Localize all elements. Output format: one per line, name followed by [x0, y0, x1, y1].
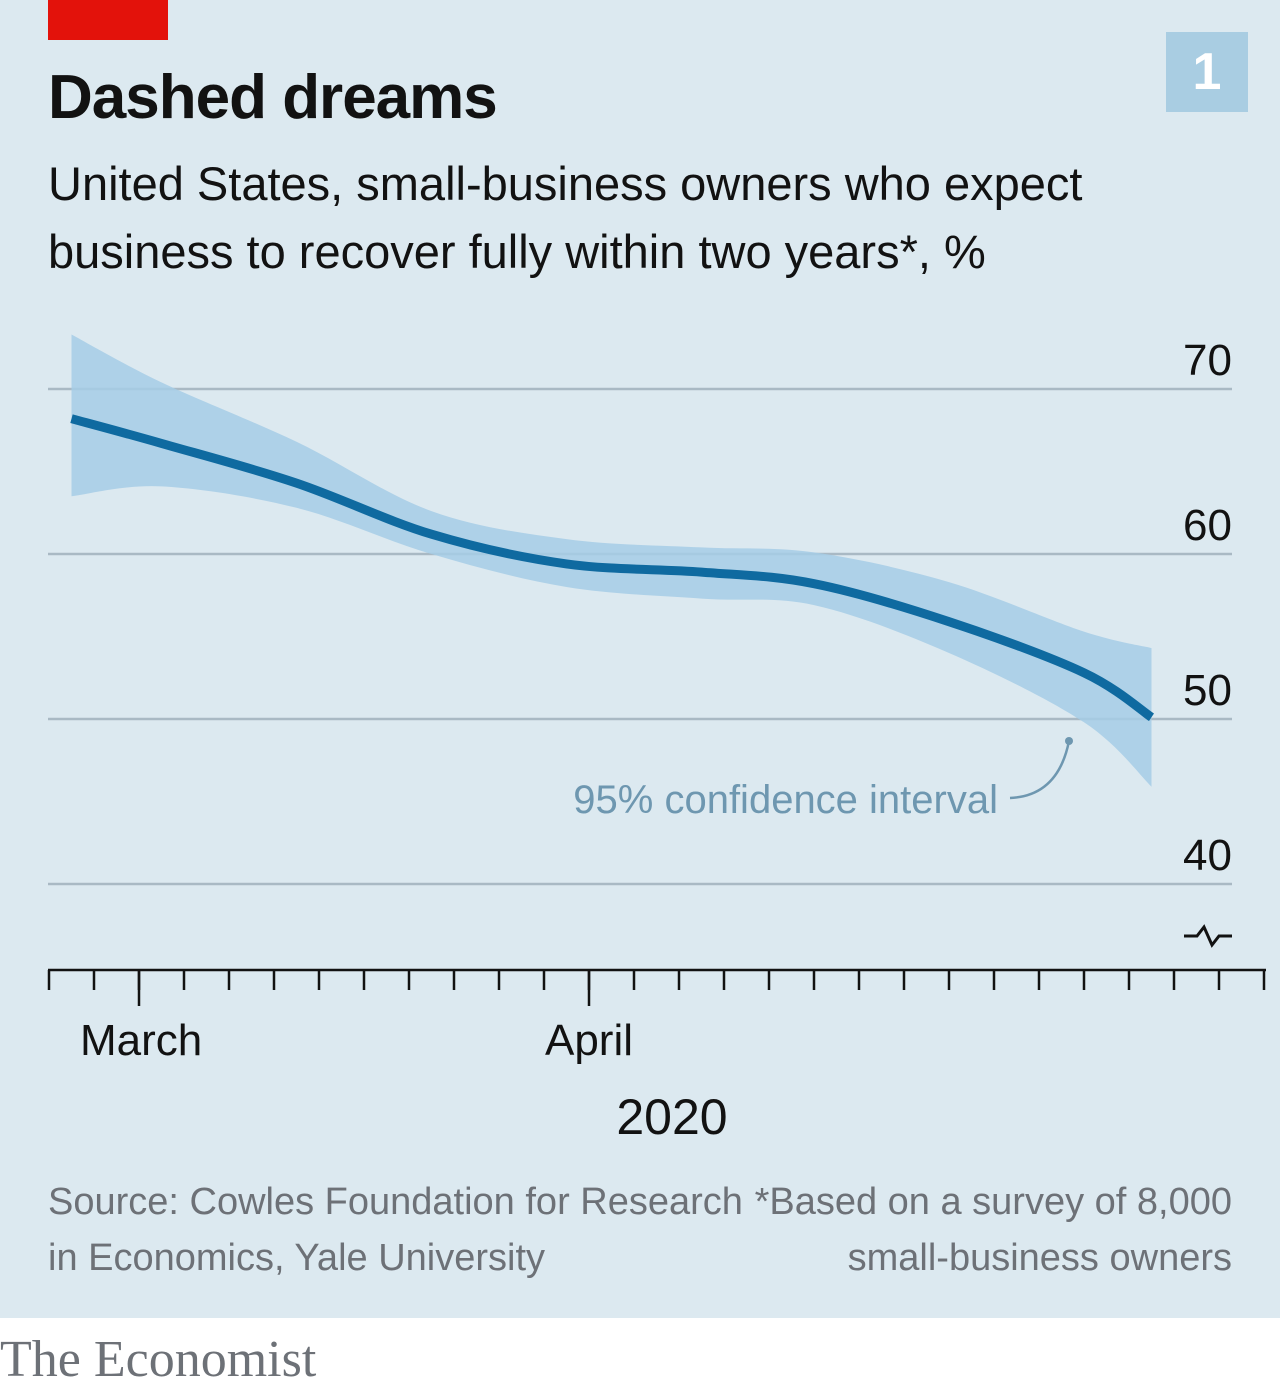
line-chart: 40 50 60 70 March April 2020 95% confidence i…: [47, 334, 1266, 1145]
red-accent-tag: [48, 0, 168, 40]
economist-brand: The Economist: [0, 1331, 317, 1388]
confidence-band-group: [71, 334, 1152, 787]
x-year-label: 2020: [616, 1089, 727, 1145]
chart-subtitle: United States, small-business owners who…: [48, 157, 1083, 278]
confidence-band: [71, 334, 1152, 787]
x-axis: March April 2020: [47, 968, 1266, 1145]
chart-title: Dashed dreams: [48, 63, 498, 132]
annotation-leader-dot: [1065, 737, 1073, 745]
y-tick-label-40: 40: [1183, 831, 1232, 880]
axis-break-marker: [1184, 924, 1232, 948]
confidence-interval-annotation: 95% confidence interval: [573, 778, 998, 822]
y-tick-label-60: 60: [1183, 501, 1232, 550]
axis-break-symbol: [1184, 924, 1232, 948]
y-tick-labels: 40 50 60 70: [1183, 336, 1232, 880]
annotation-group: 95% confidence interval: [573, 737, 1073, 822]
chart-panel: 1 Dashed dreams United States, small-bus…: [0, 0, 1280, 1318]
series-line-group: [70, 414, 1155, 722]
chart-number-badge: 1: [1166, 32, 1248, 112]
x-label-march: March: [80, 1016, 202, 1065]
footnote: *Based on a survey of 8,000 small-busine…: [754, 1181, 1232, 1279]
series-line-0: [70, 414, 1155, 722]
x-label-april: April: [545, 1016, 633, 1065]
y-tick-label-70: 70: [1183, 336, 1232, 385]
annotation-leader-line: [1009, 740, 1071, 800]
y-tick-label-50: 50: [1183, 666, 1232, 715]
source-note: Source: Cowles Foundation for Research i…: [48, 1181, 743, 1279]
